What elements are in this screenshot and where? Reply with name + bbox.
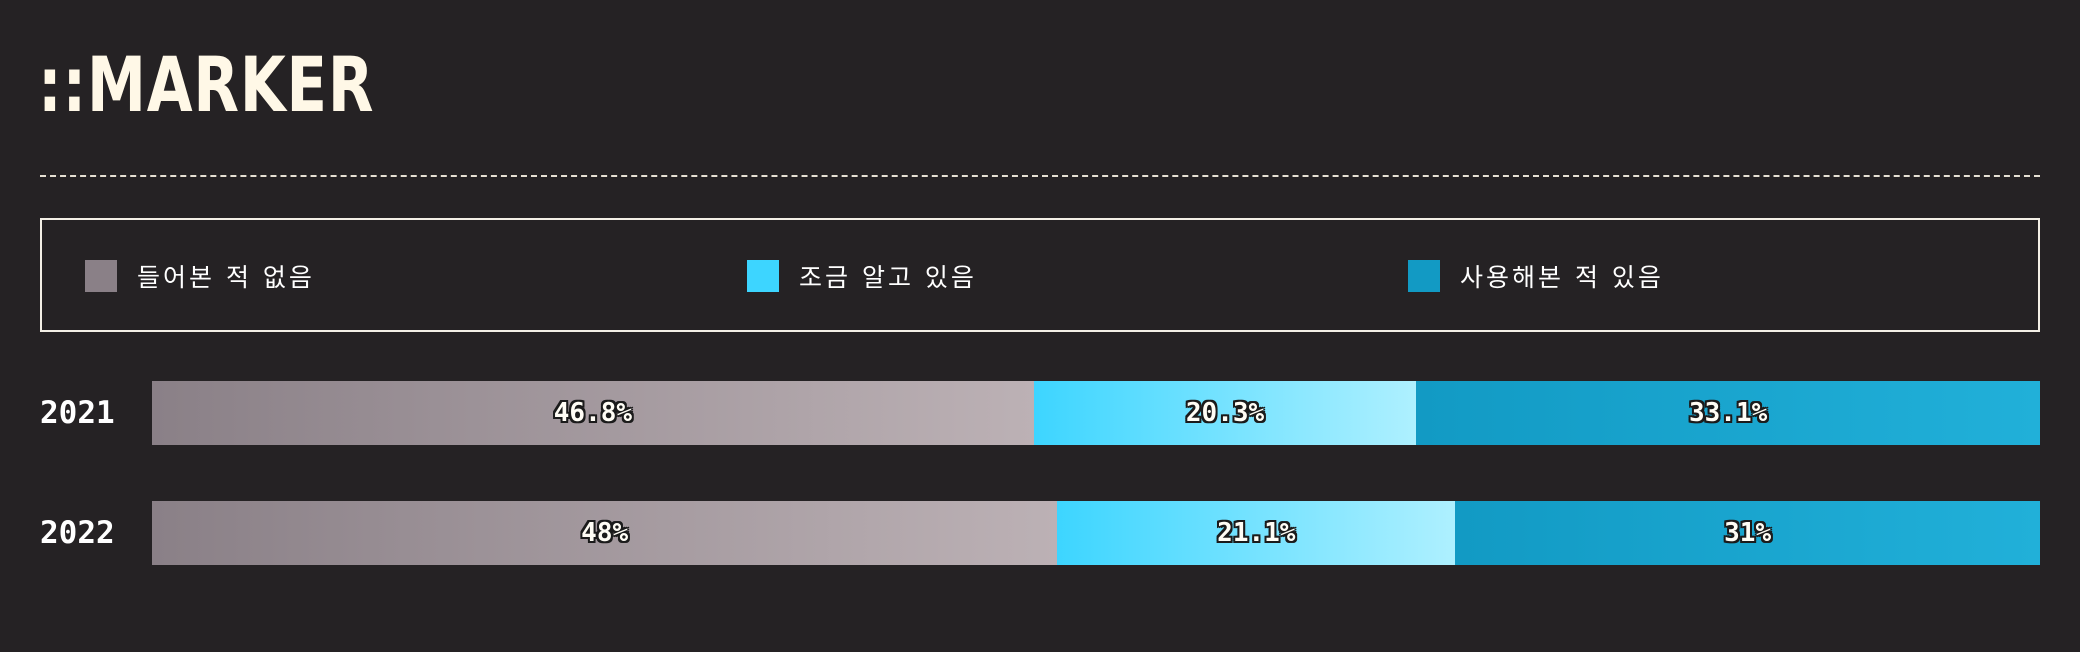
data-label-2022-have-used: 31% xyxy=(1724,518,1772,548)
row-label-2021: 2021 xyxy=(40,395,115,431)
legend-label-have-used: 사용해본 적 있음 xyxy=(1460,263,1664,292)
legend-label-never-heard: 들어본 적 없음 xyxy=(137,263,315,292)
data-label-2022-never-heard: 48% xyxy=(581,518,629,548)
data-label-2021-never-heard: 46.8% xyxy=(553,398,633,428)
page-title: ::MARKER xyxy=(38,40,375,129)
data-label-2022-know-a-little: 21.1% xyxy=(1217,518,1296,548)
legend-item-know-a-little: 조금 알고 있음 xyxy=(747,260,977,292)
bar-segment-2021-have-used: 33.1% xyxy=(1416,381,2040,445)
legend-swatch-never-heard xyxy=(85,260,117,292)
chart-legend: 들어본 적 없음 조금 알고 있음 사용해본 적 있음 xyxy=(40,218,2040,332)
data-label-2021-have-used: 33.1% xyxy=(1689,398,1768,428)
bar-segment-2022-have-used: 31% xyxy=(1455,501,2040,565)
legend-swatch-have-used xyxy=(1408,260,1440,292)
bar-row-2022: 48% 21.1% 31% xyxy=(152,501,2040,565)
bar-segment-2022-never-heard: 48% xyxy=(152,501,1058,565)
bar-segment-2022-know-a-little: 21.1% xyxy=(1057,501,1456,565)
bar-segment-2021-know-a-little: 20.3% xyxy=(1033,381,1417,445)
legend-item-never-heard: 들어본 적 없음 xyxy=(85,260,315,292)
row-label-2022: 2022 xyxy=(40,515,115,551)
legend-label-know-a-little: 조금 알고 있음 xyxy=(799,263,977,292)
data-label-2021-know-a-little: 20.3% xyxy=(1185,398,1265,428)
bar-row-2021: 46.8% 20.3% 33.1% xyxy=(152,381,2040,445)
dashed-divider xyxy=(40,175,2040,177)
legend-item-have-used: 사용해본 적 있음 xyxy=(1408,260,1664,292)
legend-swatch-know-a-little xyxy=(747,260,779,292)
bar-segment-2021-never-heard: 46.8% xyxy=(152,381,1034,445)
